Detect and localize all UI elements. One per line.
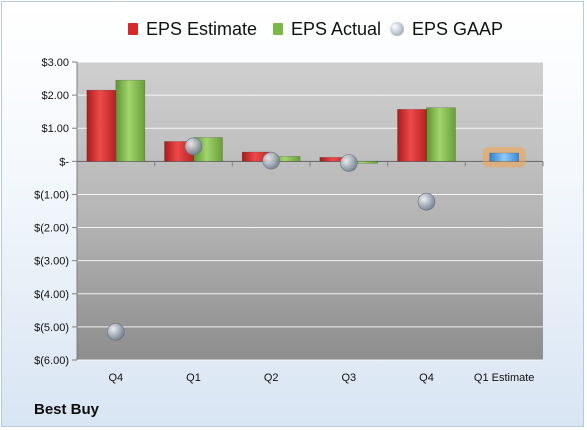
y-tick-label: $(6.00)	[34, 355, 69, 367]
legend-item-eps-actual: EPS Actual	[273, 14, 381, 44]
y-tick-label: $(4.00)	[34, 289, 69, 301]
x-tick-label: Q2	[264, 372, 279, 384]
y-tick-label: $(1.00)	[34, 189, 69, 201]
y-tick-label: $(2.00)	[34, 223, 69, 235]
legend-label-eps-gaap: EPS GAAP	[412, 18, 504, 39]
bar-eps-estimate	[397, 109, 427, 162]
bar-eps-estimate	[86, 89, 117, 162]
legend-item-eps-estimate: EPS Estimate	[128, 14, 257, 44]
y-tick-label: $2.00	[41, 90, 69, 102]
plot-area	[77, 62, 543, 360]
legend: EPS Estimate EPS Actual EPS GAAP	[0, 14, 587, 44]
legend-swatch-eps-estimate	[128, 23, 138, 35]
y-tick-label: $1.00	[41, 123, 69, 135]
legend-item-eps-gaap: EPS GAAP	[390, 14, 503, 44]
point-eps-gaap	[107, 323, 125, 341]
x-tick-label: Q3	[341, 372, 356, 384]
x-tick-label: Q4	[419, 372, 434, 384]
legend-swatch-eps-gaap	[390, 22, 404, 36]
point-eps-gaap	[184, 137, 203, 156]
point-eps-gaap	[262, 151, 280, 170]
x-tick-label: Q1	[186, 372, 201, 384]
bar-eps-actual	[115, 79, 146, 162]
company-name: Best Buy	[34, 401, 100, 418]
legend-label-eps-actual: EPS Actual	[291, 18, 382, 39]
legend-swatch-eps-actual	[273, 23, 283, 35]
y-tick-label: $-	[59, 156, 69, 168]
bar-eps-estimate	[489, 152, 519, 162]
y-tick-label: $(5.00)	[34, 322, 69, 334]
y-tick-label: $(3.00)	[34, 256, 69, 268]
legend-label-eps-estimate: EPS Estimate	[146, 18, 258, 39]
point-eps-gaap	[340, 154, 358, 172]
x-tick-label: Q4	[108, 372, 123, 384]
x-tick-label: Q1 Estimate	[474, 372, 535, 384]
point-eps-gaap	[417, 192, 436, 211]
bar-eps-actual	[426, 107, 456, 162]
y-tick-label: $3.00	[41, 57, 69, 69]
